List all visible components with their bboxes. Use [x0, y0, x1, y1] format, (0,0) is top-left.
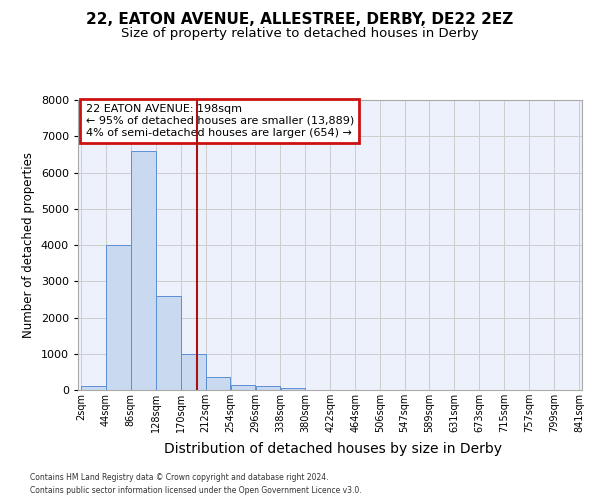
Bar [256, 386, 280, 390]
Bar [156, 296, 181, 390]
Bar [206, 378, 230, 390]
Bar [106, 245, 131, 390]
Bar [230, 384, 256, 390]
Y-axis label: Number of detached properties: Number of detached properties [22, 152, 35, 338]
Bar [181, 354, 206, 390]
Text: 22, EATON AVENUE, ALLESTREE, DERBY, DE22 2EZ: 22, EATON AVENUE, ALLESTREE, DERBY, DE22… [86, 12, 514, 28]
Text: Size of property relative to detached houses in Derby: Size of property relative to detached ho… [121, 28, 479, 40]
Bar [131, 151, 155, 390]
Text: Contains HM Land Registry data © Crown copyright and database right 2024.: Contains HM Land Registry data © Crown c… [30, 474, 329, 482]
Text: Contains public sector information licensed under the Open Government Licence v3: Contains public sector information licen… [30, 486, 362, 495]
Text: Distribution of detached houses by size in Derby: Distribution of detached houses by size … [164, 442, 502, 456]
Bar [81, 386, 106, 390]
Text: 22 EATON AVENUE: 198sqm
← 95% of detached houses are smaller (13,889)
4% of semi: 22 EATON AVENUE: 198sqm ← 95% of detache… [86, 104, 354, 138]
Bar [281, 388, 305, 390]
